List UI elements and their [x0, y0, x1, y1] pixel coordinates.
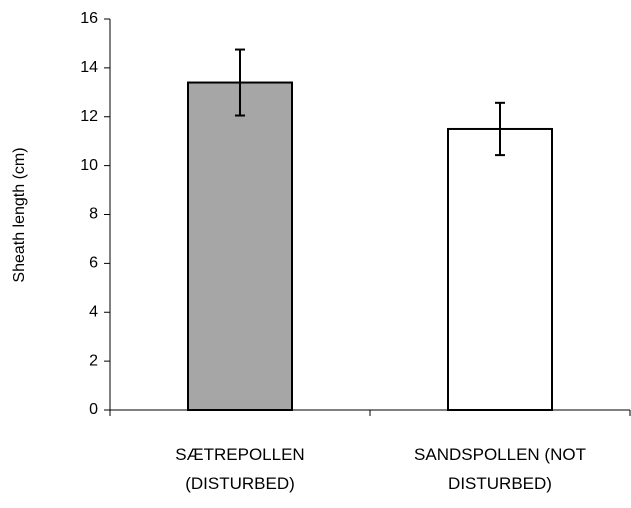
x-tick-label: SÆTREPOLLEN (DISTURBED) [175, 445, 305, 493]
y-tick-label: 4 [89, 303, 98, 320]
y-tick-label: 0 [89, 401, 98, 418]
y-tick-label: 16 [80, 10, 98, 27]
y-tick-label: 10 [80, 157, 98, 174]
y-tick-label: 2 [89, 352, 98, 369]
y-axis-label: Sheath length (cm) [11, 147, 28, 282]
y-tick-label: 8 [89, 206, 98, 223]
bar [187, 81, 293, 411]
x-tick-label: SANDSPOLLEN (NOT DISTURBED) [414, 445, 586, 493]
error-bar [495, 101, 505, 157]
bar [447, 127, 553, 411]
y-tick-label: 12 [80, 108, 98, 125]
error-bar [235, 48, 245, 117]
y-tick-label: 6 [89, 255, 98, 272]
y-tick-label: 14 [80, 59, 98, 76]
